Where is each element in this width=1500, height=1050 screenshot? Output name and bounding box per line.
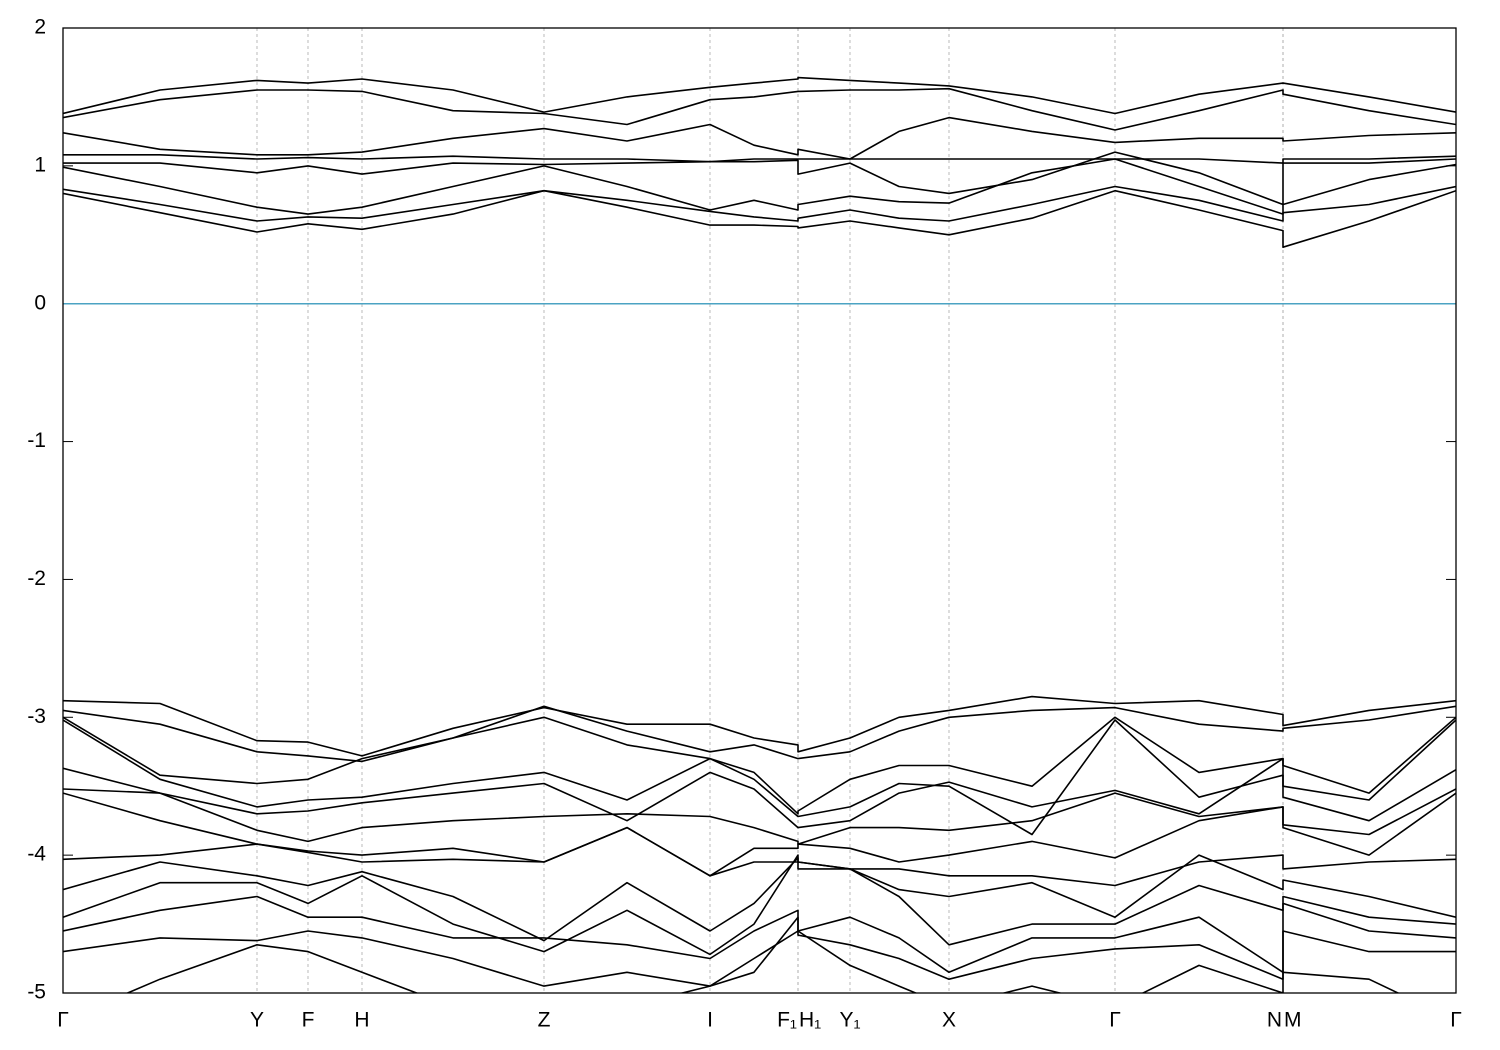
plot-frame	[62, 27, 1457, 994]
y-tick-label: 0	[34, 291, 46, 314]
x-tick-label: X	[942, 1009, 956, 1032]
band-line	[63, 695, 1456, 757]
x-tick-label: H₁	[799, 1009, 821, 1032]
bands	[63, 76, 1456, 993]
x-tick-label: Y	[250, 1009, 264, 1032]
band-line	[63, 788, 1456, 845]
band-line	[63, 930, 1456, 987]
band-line	[63, 158, 1456, 215]
band-line	[63, 116, 1456, 160]
y-tick-label: -2	[27, 567, 46, 590]
x-tick-label: F	[302, 1009, 315, 1032]
y-tick-label: -4	[27, 843, 46, 866]
band-line	[63, 826, 1456, 887]
band-line	[63, 895, 1456, 974]
band-line	[63, 185, 1456, 222]
y-tick-label: -5	[27, 981, 46, 1004]
y-tick-label: -1	[27, 429, 46, 452]
x-tick-label: M	[1284, 1009, 1302, 1032]
x-tick-label: H	[354, 1009, 369, 1032]
band-line	[63, 757, 1456, 829]
band-line	[63, 716, 1456, 815]
x-tick-label: F₁	[777, 1009, 797, 1032]
x-tick-label: N	[1267, 1009, 1282, 1032]
x-tick-label: Y₁	[839, 1009, 860, 1032]
band-line	[63, 76, 1456, 115]
band-line	[63, 87, 1456, 131]
y-tick-label: -3	[27, 705, 46, 728]
band-line	[63, 705, 1456, 763]
y-tick-label: 1	[34, 153, 46, 176]
x-tick-label: Z	[538, 1009, 551, 1032]
band-line	[63, 719, 1456, 836]
x-tick-label: Γ	[1109, 1009, 1121, 1032]
band-line	[63, 154, 1456, 164]
x-tick-label: I	[707, 1009, 713, 1032]
band-line	[125, 916, 1400, 993]
x-tick-label: Γ	[57, 1009, 69, 1032]
band-line	[63, 792, 1456, 877]
axis-labels: -5 -4 -3 -2 -1 0 1 2 Γ Y F H Z I F₁ H₁ Y₁ X Γ N M Γ	[27, 16, 1461, 1032]
y-tick-label: 2	[34, 16, 46, 39]
band-line	[63, 151, 1456, 206]
band-line	[63, 854, 1456, 956]
x-tick-label: Γ	[1450, 1009, 1462, 1032]
band-line	[63, 189, 1456, 248]
